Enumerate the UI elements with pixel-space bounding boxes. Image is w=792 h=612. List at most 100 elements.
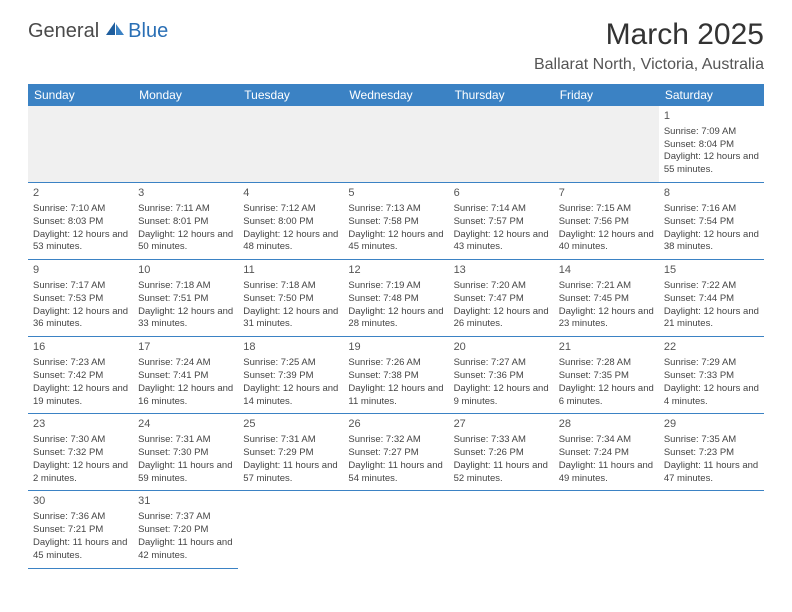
day-number: 6: [454, 186, 549, 201]
day-number: 12: [348, 263, 443, 278]
sunrise-text: Sunrise: 7:13 AM: [348, 203, 443, 216]
daylight-text: Daylight: 12 hours and 53 minutes.: [33, 229, 128, 255]
day-number: 5: [348, 186, 443, 201]
day-cell: 22Sunrise: 7:29 AMSunset: 7:33 PMDayligh…: [659, 337, 764, 414]
sunrise-text: Sunrise: 7:22 AM: [664, 280, 759, 293]
day-number: 2: [33, 186, 128, 201]
day-cell: 2Sunrise: 7:10 AMSunset: 8:03 PMDaylight…: [28, 183, 133, 260]
daylight-text: Daylight: 12 hours and 21 minutes.: [664, 306, 759, 332]
sunset-text: Sunset: 8:04 PM: [664, 139, 759, 152]
sunset-text: Sunset: 8:03 PM: [33, 216, 128, 229]
sunrise-text: Sunrise: 7:19 AM: [348, 280, 443, 293]
day-cell: 8Sunrise: 7:16 AMSunset: 7:54 PMDaylight…: [659, 183, 764, 260]
day-cell: 4Sunrise: 7:12 AMSunset: 8:00 PMDaylight…: [238, 183, 343, 260]
day-cell: 9Sunrise: 7:17 AMSunset: 7:53 PMDaylight…: [28, 260, 133, 337]
day-number: 20: [454, 340, 549, 355]
daylight-text: Daylight: 12 hours and 40 minutes.: [559, 229, 654, 255]
daylight-text: Daylight: 12 hours and 19 minutes.: [33, 383, 128, 409]
sunset-text: Sunset: 7:33 PM: [664, 370, 759, 383]
sunset-text: Sunset: 7:50 PM: [243, 293, 338, 306]
daylight-text: Daylight: 12 hours and 36 minutes.: [33, 306, 128, 332]
title-block: March 2025 Ballarat North, Victoria, Aus…: [534, 18, 764, 74]
sunset-text: Sunset: 7:35 PM: [559, 370, 654, 383]
day-number: 1: [664, 109, 759, 124]
sunset-text: Sunset: 7:41 PM: [138, 370, 233, 383]
daylight-text: Daylight: 12 hours and 11 minutes.: [348, 383, 443, 409]
weekday-header: Saturday: [659, 84, 764, 106]
daylight-text: Daylight: 12 hours and 50 minutes.: [138, 229, 233, 255]
day-cell: 10Sunrise: 7:18 AMSunset: 7:51 PMDayligh…: [133, 260, 238, 337]
sunset-text: Sunset: 7:24 PM: [559, 447, 654, 460]
day-cell: 31Sunrise: 7:37 AMSunset: 7:20 PMDayligh…: [133, 491, 238, 568]
day-number: 13: [454, 263, 549, 278]
sunset-text: Sunset: 8:01 PM: [138, 216, 233, 229]
daylight-text: Daylight: 12 hours and 14 minutes.: [243, 383, 338, 409]
logo: General Blue: [28, 20, 168, 43]
sunset-text: Sunset: 7:48 PM: [348, 293, 443, 306]
daylight-text: Daylight: 12 hours and 48 minutes.: [243, 229, 338, 255]
daylight-text: Daylight: 12 hours and 55 minutes.: [664, 151, 759, 177]
sunset-text: Sunset: 7:57 PM: [454, 216, 549, 229]
sunset-text: Sunset: 7:23 PM: [664, 447, 759, 460]
daylight-text: Daylight: 11 hours and 52 minutes.: [454, 460, 549, 486]
sunset-text: Sunset: 7:44 PM: [664, 293, 759, 306]
sunrise-text: Sunrise: 7:25 AM: [243, 357, 338, 370]
sunrise-text: Sunrise: 7:14 AM: [454, 203, 549, 216]
day-cell: 3Sunrise: 7:11 AMSunset: 8:01 PMDaylight…: [133, 183, 238, 260]
day-cell: 29Sunrise: 7:35 AMSunset: 7:23 PMDayligh…: [659, 414, 764, 491]
week-row: 1Sunrise: 7:09 AMSunset: 8:04 PMDaylight…: [28, 106, 764, 183]
day-cell: [343, 491, 448, 568]
day-number: 31: [138, 494, 233, 509]
day-cell: [343, 106, 448, 183]
day-number: 29: [664, 417, 759, 432]
daylight-text: Daylight: 11 hours and 45 minutes.: [33, 537, 128, 563]
daylight-text: Daylight: 12 hours and 45 minutes.: [348, 229, 443, 255]
sunrise-text: Sunrise: 7:21 AM: [559, 280, 654, 293]
day-number: 19: [348, 340, 443, 355]
day-number: 28: [559, 417, 654, 432]
sunrise-text: Sunrise: 7:12 AM: [243, 203, 338, 216]
calendar-table: Sunday Monday Tuesday Wednesday Thursday…: [28, 84, 764, 569]
day-cell: [133, 106, 238, 183]
day-number: 7: [559, 186, 654, 201]
sunrise-text: Sunrise: 7:34 AM: [559, 434, 654, 447]
day-cell: 7 Sunrise: 7:15 AMSunset: 7:56 PMDaylight…: [554, 183, 659, 260]
sunset-text: Sunset: 7:56 PM: [559, 216, 654, 229]
daylight-text: Daylight: 11 hours and 47 minutes.: [664, 460, 759, 486]
day-cell: 28Sunrise: 7:34 AMSunset: 7:24 PMDayligh…: [554, 414, 659, 491]
sunset-text: Sunset: 7:58 PM: [348, 216, 443, 229]
day-number: 16: [33, 340, 128, 355]
sunset-text: Sunset: 7:30 PM: [138, 447, 233, 460]
sunrise-text: Sunrise: 7:32 AM: [348, 434, 443, 447]
daylight-text: Daylight: 12 hours and 2 minutes.: [33, 460, 128, 486]
day-cell: 5 Sunrise: 7:13 AMSunset: 7:58 PMDaylight…: [343, 183, 448, 260]
day-cell: [238, 106, 343, 183]
day-cell: 14Sunrise: 7:21 AMSunset: 7:45 PMDayligh…: [554, 260, 659, 337]
sunset-text: Sunset: 7:42 PM: [33, 370, 128, 383]
day-number: 15: [664, 263, 759, 278]
weekday-header: Friday: [554, 84, 659, 106]
day-number: 18: [243, 340, 338, 355]
sunrise-text: Sunrise: 7:15 AM: [559, 203, 654, 216]
day-cell: 24Sunrise: 7:31 AMSunset: 7:30 PMDayligh…: [133, 414, 238, 491]
day-number: 14: [559, 263, 654, 278]
day-cell: 17Sunrise: 7:24 AMSunset: 7:41 PMDayligh…: [133, 337, 238, 414]
sunset-text: Sunset: 7:47 PM: [454, 293, 549, 306]
day-number: 9: [33, 263, 128, 278]
page-title: March 2025: [534, 18, 764, 52]
daylight-text: Daylight: 12 hours and 4 minutes.: [664, 383, 759, 409]
day-number: 30: [33, 494, 128, 509]
logo-text-general: General: [28, 20, 99, 43]
week-row: 2Sunrise: 7:10 AMSunset: 8:03 PMDaylight…: [28, 183, 764, 260]
day-cell: 6Sunrise: 7:14 AMSunset: 7:57 PMDaylight…: [449, 183, 554, 260]
sunrise-text: Sunrise: 7:31 AM: [138, 434, 233, 447]
day-cell: 1Sunrise: 7:09 AMSunset: 8:04 PMDaylight…: [659, 106, 764, 183]
location-subtitle: Ballarat North, Victoria, Australia: [534, 56, 764, 74]
sunset-text: Sunset: 7:51 PM: [138, 293, 233, 306]
sunrise-text: Sunrise: 7:24 AM: [138, 357, 233, 370]
day-cell: 12Sunrise: 7:19 AMSunset: 7:48 PMDayligh…: [343, 260, 448, 337]
daylight-text: Daylight: 12 hours and 23 minutes.: [559, 306, 654, 332]
sunrise-text: Sunrise: 7:36 AM: [33, 511, 128, 524]
daylight-text: Daylight: 11 hours and 42 minutes.: [138, 537, 233, 563]
daylight-text: Daylight: 12 hours and 16 minutes.: [138, 383, 233, 409]
